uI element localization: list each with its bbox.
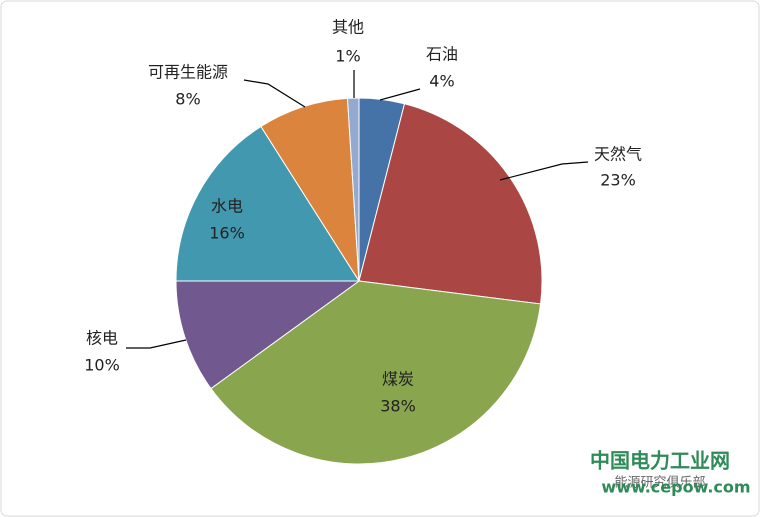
- pie-slice: [175, 125, 360, 282]
- slice-label: 其他: [332, 18, 364, 37]
- slice-label: 可再生能源: [148, 63, 228, 82]
- slice-label: 天然气: [594, 145, 642, 164]
- value-label: 1%: [335, 47, 360, 66]
- watermark-url: www.cepow.com: [601, 478, 750, 497]
- value-label: 23%: [600, 171, 636, 190]
- pie-slice: [260, 97, 360, 282]
- value-label: 8%: [175, 90, 200, 109]
- watermark-title: 中国电力工业网: [590, 449, 730, 473]
- value-label: 38%: [380, 397, 416, 416]
- leader-line: [499, 161, 589, 181]
- pie-slice: [210, 280, 542, 465]
- pie-slice: [346, 97, 360, 282]
- leader-line: [379, 88, 421, 101]
- value-label: 10%: [84, 356, 120, 375]
- value-label: 16%: [209, 224, 245, 243]
- pie-slice: [358, 103, 543, 305]
- slice-label: 核电: [86, 329, 118, 348]
- leader-line: [126, 339, 187, 349]
- leader-line: [243, 79, 306, 108]
- slice-label: 石油: [426, 45, 458, 64]
- watermark-account: 能源研究俱乐部: [614, 476, 705, 491]
- slice-label: 煤炭: [382, 370, 414, 389]
- slice-label: 水电: [211, 197, 243, 216]
- value-label: 4%: [429, 72, 454, 91]
- pie-slice: [175, 280, 361, 390]
